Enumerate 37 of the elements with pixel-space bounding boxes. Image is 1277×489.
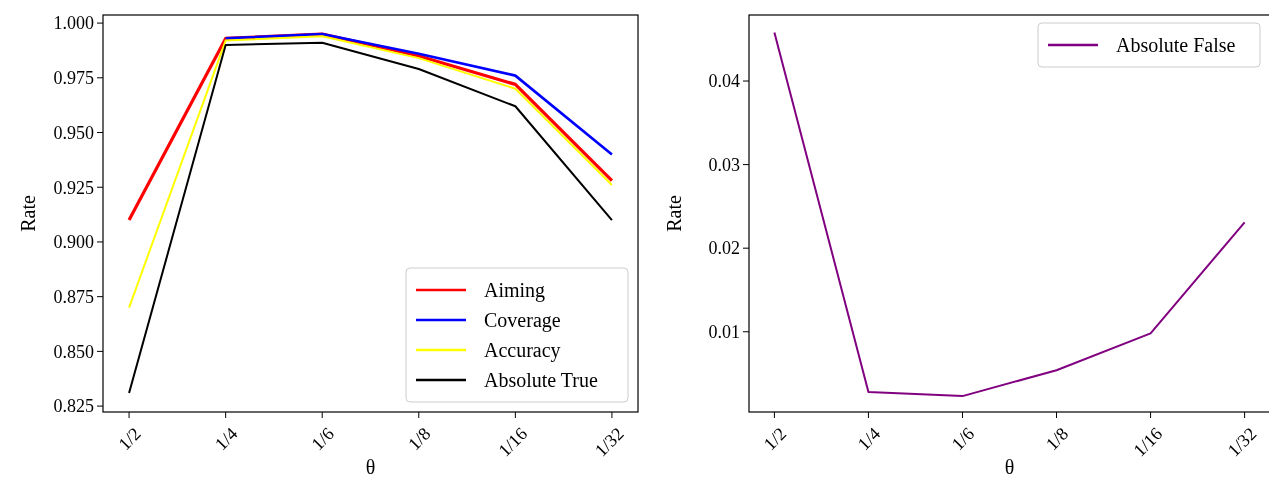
y-tick-label: 1.000 <box>53 13 94 34</box>
y-tick-label: 0.04 <box>708 71 740 92</box>
x-tick-label: 1/2 <box>759 423 791 455</box>
line-series <box>128 41 613 394</box>
y-axis-title: Rate <box>663 195 685 232</box>
legend-label: Absolute True <box>484 369 599 391</box>
legend-label: Accuracy <box>484 339 561 362</box>
x-tick-label: 1/2 <box>114 423 145 455</box>
x-tick-label: 1/8 <box>404 423 435 455</box>
y-tick-label: 0.02 <box>708 238 740 259</box>
x-tick-label: 1/16 <box>1129 423 1167 461</box>
y-tick-label: 0.03 <box>708 154 740 175</box>
y-tick-label: 0.825 <box>53 396 94 417</box>
x-tick-label: 1/6 <box>947 423 979 455</box>
y-tick-label: 0.875 <box>53 286 94 307</box>
line-series <box>773 31 1246 398</box>
y-tick-label: 0.925 <box>53 177 94 198</box>
x-tick-label: 1/6 <box>307 423 338 455</box>
x-tick-label: 1/16 <box>494 423 532 461</box>
x-axis-title: θ <box>365 456 376 478</box>
y-axis-title: Rate <box>17 195 39 232</box>
x-tick-label: 1/8 <box>1041 423 1073 455</box>
x-tick-label: 1/32 <box>1223 423 1261 461</box>
legend-label: Aiming <box>484 279 546 302</box>
y-tick-label: 0.01 <box>708 322 740 343</box>
x-axis-title: θ <box>1004 456 1015 478</box>
legend-label: Coverage <box>484 309 561 332</box>
line-series <box>128 35 613 309</box>
x-tick-label: 1/4 <box>853 423 885 455</box>
line-series <box>224 32 614 156</box>
y-tick-label: 0.950 <box>53 122 94 143</box>
x-tick-label: 1/4 <box>210 423 242 455</box>
legend-label: Absolute False <box>1116 34 1236 56</box>
y-tick-label: 0.900 <box>53 232 94 253</box>
y-tick-label: 0.850 <box>53 341 94 362</box>
x-tick-label: 1/32 <box>590 423 628 461</box>
y-tick-label: 0.975 <box>53 68 94 89</box>
